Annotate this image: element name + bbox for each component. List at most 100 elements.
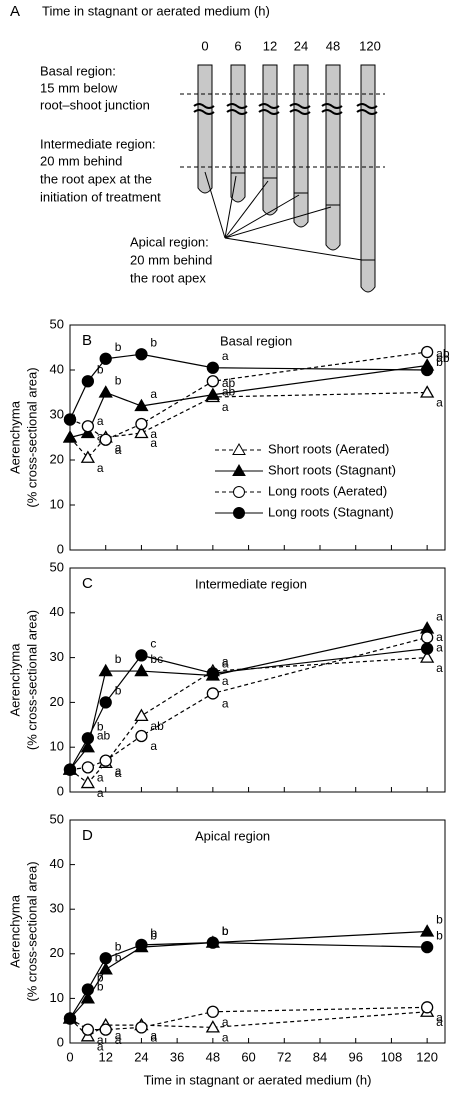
root [325, 64, 341, 251]
significance-letter: a [150, 387, 157, 401]
y-axis-title: (% cross-sectional area) [24, 367, 39, 507]
significance-letter: b [115, 951, 122, 965]
marker [420, 642, 434, 655]
significance-letter: a [97, 1033, 104, 1047]
series-line [69, 657, 428, 784]
marker [80, 739, 95, 753]
significance-letter: a [222, 657, 229, 671]
marker [135, 649, 148, 662]
marker [99, 754, 112, 767]
marker [80, 991, 95, 1004]
significance-letter: a [222, 697, 229, 711]
marker [420, 385, 435, 398]
series-line [69, 391, 428, 459]
marker [98, 663, 113, 677]
series-line [69, 1006, 428, 1031]
significance-letter: a [97, 414, 104, 428]
x-tick-label: 48 [206, 1049, 220, 1064]
legend-label: Long roots (Stagnant) [268, 504, 394, 519]
significance-letter: b [222, 924, 229, 938]
intermediate-text: initiation of treatment [40, 189, 161, 204]
y-tick-label: 10 [50, 496, 64, 511]
significance-letter: ab [222, 384, 236, 398]
marker [134, 663, 149, 677]
y-tick-label: 0 [57, 783, 64, 798]
marker [63, 1012, 77, 1025]
significance-letter: a [222, 400, 229, 414]
marker [81, 983, 95, 996]
series-line [69, 648, 428, 770]
y-tick-label: 40 [50, 856, 64, 871]
time-label: 48 [326, 38, 340, 53]
marker [420, 924, 435, 937]
significance-letter: b [97, 971, 104, 985]
marker [420, 650, 435, 663]
marker [62, 430, 78, 443]
significance-letter: a [115, 764, 122, 778]
significance-letter: a [115, 1033, 122, 1047]
legend-label: Long roots (Aerated) [268, 483, 387, 498]
marker [80, 775, 95, 789]
series-line [69, 1011, 428, 1038]
significance-letter: ab [97, 728, 111, 742]
marker [80, 450, 95, 463]
significance-letter: a [97, 429, 104, 443]
significance-letter: b [115, 374, 122, 388]
y-tick-label: 10 [50, 739, 64, 754]
marker [135, 729, 148, 743]
intermediate-text: 20 mm behind [40, 153, 122, 168]
marker [206, 361, 220, 374]
y-axis-title: Aerenchyma [7, 643, 22, 717]
y-axis-title: (% cross-sectional area) [24, 610, 39, 750]
significance-letter: a [222, 349, 229, 363]
root [230, 64, 246, 203]
x-tick-label: 96 [348, 1049, 362, 1064]
marker [134, 398, 149, 412]
significance-letter: a [436, 1010, 443, 1024]
panel-label: B [82, 332, 92, 349]
significance-letter: b [150, 926, 157, 940]
x-tick-label: 0 [66, 1049, 73, 1064]
significance-letter: c [150, 637, 156, 651]
marker [420, 940, 434, 954]
significance-letter: b [436, 355, 443, 369]
marker [205, 387, 220, 400]
apical-marks [231, 172, 375, 261]
significance-letter: b [436, 928, 443, 942]
marker [63, 413, 77, 426]
marker [99, 952, 112, 965]
significance-letter: b [150, 928, 157, 942]
y-tick-label: 20 [50, 694, 64, 709]
significance-letter: b [115, 340, 122, 354]
y-tick-label: 40 [50, 361, 64, 376]
basal-text: 15 mm below [40, 80, 118, 95]
x-tick-label: 84 [313, 1049, 327, 1064]
marker [206, 936, 220, 949]
plot-frame [69, 819, 446, 1044]
panel-label: D [82, 827, 93, 844]
marker [206, 375, 220, 388]
y-axis-title: Aerenchyma [7, 894, 22, 968]
significance-letter: a [115, 1028, 122, 1042]
significance-letter: b [436, 913, 443, 927]
panel-a: A Time in stagnant or aerated medium (h)… [10, 3, 385, 293]
root [360, 64, 376, 293]
significance-letter: b [97, 980, 104, 994]
y-tick-label: 20 [50, 451, 64, 466]
y-tick-label: 50 [50, 811, 64, 826]
y-tick-label: 0 [57, 1034, 64, 1049]
significance-letter: b [115, 652, 122, 666]
time-label: 24 [294, 38, 308, 53]
y-tick-label: 30 [50, 406, 64, 421]
significance-letter: a [222, 674, 229, 688]
significance-letter: b [97, 719, 104, 733]
marker [420, 1001, 434, 1014]
marker [134, 425, 149, 439]
marker [98, 385, 113, 398]
significance-letter: a [436, 630, 443, 644]
panel-title: Apical region [195, 828, 270, 843]
marker [81, 420, 95, 433]
